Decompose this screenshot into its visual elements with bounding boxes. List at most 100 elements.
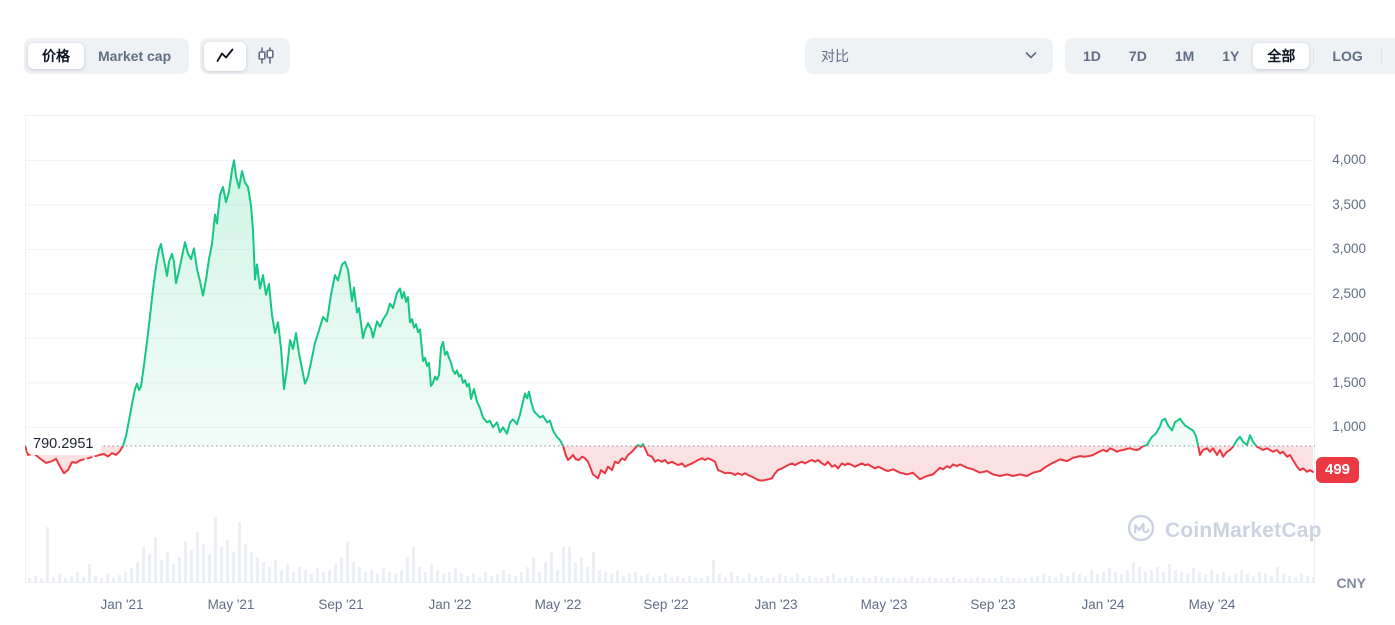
volume-bar bbox=[748, 574, 751, 582]
volume-bar bbox=[538, 572, 541, 582]
volume-bar bbox=[796, 574, 799, 582]
range-1m-button[interactable]: 1M bbox=[1174, 48, 1195, 64]
price-line bbox=[121, 159, 1258, 446]
volume-bar bbox=[244, 544, 247, 582]
volume-bar bbox=[880, 577, 883, 582]
range-7d-button[interactable]: 7D bbox=[1128, 48, 1147, 64]
volume-bar bbox=[688, 576, 691, 582]
volume-bar bbox=[706, 576, 709, 582]
volume-bar bbox=[646, 574, 649, 582]
volume-bar bbox=[886, 578, 889, 582]
x-axis-tick-label: May '24 bbox=[1188, 597, 1236, 612]
volume-bar bbox=[424, 572, 427, 582]
volume-bar bbox=[412, 547, 415, 582]
volume-bar bbox=[496, 574, 499, 582]
volume-bar bbox=[1102, 572, 1105, 582]
compare-select[interactable]: 对比 bbox=[805, 38, 1053, 74]
volume-bar bbox=[1036, 576, 1039, 582]
metric-toggle-price[interactable]: 价格 bbox=[28, 43, 84, 69]
volume-bar bbox=[724, 577, 727, 582]
chart-type-candles-button[interactable] bbox=[246, 41, 286, 72]
range-1d-button[interactable]: 1D bbox=[1083, 48, 1101, 64]
volume-bar bbox=[736, 576, 739, 582]
y-axis-tick-label: 4,000 bbox=[1332, 152, 1366, 168]
volume-bar bbox=[1210, 570, 1213, 582]
volume-bar bbox=[28, 578, 31, 582]
range-1y-button[interactable]: 1Y bbox=[1222, 48, 1240, 64]
volume-bar bbox=[1306, 576, 1309, 582]
metric-toggle-marketcap[interactable]: Market cap bbox=[98, 48, 172, 64]
volume-bar bbox=[550, 552, 553, 582]
volume-bar bbox=[682, 578, 685, 582]
volume-bar bbox=[964, 578, 967, 582]
volume-bar bbox=[46, 527, 49, 582]
volume-bar bbox=[394, 574, 397, 582]
x-axis-tick-label: May '21 bbox=[207, 597, 255, 612]
volume-bar bbox=[916, 578, 919, 582]
volume-bar bbox=[256, 557, 259, 582]
volume-bar bbox=[106, 574, 109, 582]
range-all-button[interactable]: 全部 bbox=[1253, 43, 1310, 69]
volume-bar bbox=[472, 574, 475, 582]
volume-bar bbox=[562, 547, 565, 582]
volume-bar bbox=[370, 570, 373, 582]
log-scale-button[interactable]: LOG bbox=[1332, 48, 1363, 64]
volume-bar bbox=[556, 570, 559, 582]
volume-bar bbox=[1168, 564, 1171, 582]
y-axis-tick-label: 3,000 bbox=[1332, 241, 1366, 257]
volume-bar bbox=[1198, 572, 1201, 582]
volume-bar bbox=[574, 562, 577, 582]
volume-bar bbox=[376, 574, 379, 582]
volume-bar bbox=[262, 562, 265, 582]
volume-bar bbox=[1294, 577, 1297, 582]
x-axis-tick-label: May '23 bbox=[860, 597, 908, 612]
volume-bar bbox=[982, 578, 985, 582]
volume-bar bbox=[922, 579, 925, 582]
chevron-down-icon bbox=[1023, 47, 1039, 66]
volume-bar bbox=[100, 578, 103, 582]
x-axis-tick-label: Jan '22 bbox=[428, 597, 472, 612]
volume-bar bbox=[622, 576, 625, 582]
volume-bar bbox=[292, 572, 295, 582]
x-axis-tick-label: Sep '21 bbox=[318, 597, 364, 612]
volume-bar bbox=[898, 579, 901, 582]
volume-bar bbox=[1090, 570, 1093, 582]
volume-bar bbox=[802, 578, 805, 582]
volume-bar bbox=[604, 572, 607, 582]
volume-bar bbox=[1018, 579, 1021, 582]
volume-bar bbox=[136, 562, 139, 582]
price-chart[interactable] bbox=[25, 115, 1315, 583]
volume-bar bbox=[766, 578, 769, 582]
volume-bar bbox=[1096, 574, 1099, 582]
y-axis-tick-label: 2,500 bbox=[1332, 285, 1366, 301]
volume-bar bbox=[226, 540, 229, 582]
divider bbox=[1313, 48, 1315, 64]
range-toggle: 1D 7D 1M 1Y 全部 LOG ··· bbox=[1065, 38, 1395, 74]
volume-bar bbox=[214, 517, 217, 582]
volume-bar bbox=[970, 579, 973, 582]
volume-bar bbox=[1258, 572, 1261, 582]
volume-bar bbox=[994, 578, 997, 582]
volume-bar bbox=[274, 560, 277, 582]
chart-type-line-button[interactable] bbox=[204, 41, 246, 71]
volume-bar bbox=[64, 578, 67, 582]
volume-bar bbox=[934, 578, 937, 582]
volume-bar bbox=[670, 577, 673, 582]
volume-bar bbox=[1114, 572, 1117, 582]
more-options-button[interactable]: ··· bbox=[1386, 43, 1395, 69]
volume-bar bbox=[904, 578, 907, 582]
volume-bar bbox=[280, 570, 283, 582]
volume-bar bbox=[448, 572, 451, 582]
coinmarketcap-logo-icon bbox=[1126, 513, 1156, 548]
volume-bar bbox=[1060, 574, 1063, 582]
volume-bar bbox=[718, 574, 721, 582]
volume-bar bbox=[400, 570, 403, 582]
currency-label: CNY bbox=[1336, 575, 1366, 591]
y-axis-tick-label: 2,000 bbox=[1332, 330, 1366, 346]
x-axis-tick-label: Sep '22 bbox=[643, 597, 689, 612]
volume-bar bbox=[364, 572, 367, 582]
x-axis-tick-label: Jan '24 bbox=[1081, 597, 1125, 612]
volume-bar bbox=[124, 572, 127, 582]
volume-bar bbox=[52, 577, 55, 582]
